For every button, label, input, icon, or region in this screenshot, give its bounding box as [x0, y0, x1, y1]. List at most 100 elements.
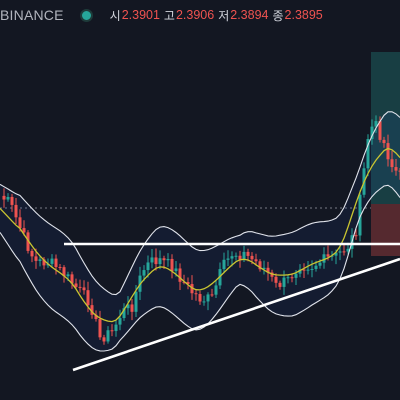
candle-body: [158, 258, 162, 265]
candle-body: [38, 259, 42, 261]
exchange-name[interactable]: BINANCE: [0, 7, 64, 23]
candle-body: [62, 267, 66, 277]
candle-body: [358, 194, 362, 236]
open-value: 2.3901: [121, 8, 160, 22]
candle-body: [274, 276, 278, 283]
candle-body: [234, 255, 238, 257]
candle-body: [42, 259, 46, 266]
candle-body: [394, 167, 398, 171]
candle-body: [134, 291, 138, 312]
candle-body: [174, 268, 178, 272]
candle-body: [214, 285, 218, 295]
candle-body: [202, 301, 206, 303]
candle-body: [82, 287, 86, 291]
candle-body: [338, 251, 342, 253]
candle-body: [90, 305, 94, 315]
close-value: 2.3895: [284, 8, 323, 22]
candle-body: [266, 267, 270, 273]
candle-body: [386, 143, 390, 160]
candle-body: [366, 139, 370, 169]
candle-body: [54, 258, 58, 267]
candle-body: [154, 257, 158, 265]
moving-average-line[interactable]: [0, 147, 400, 323]
high-label: 고: [163, 8, 175, 23]
high-value: 2.3906: [175, 8, 215, 22]
candle-body: [374, 121, 378, 127]
candle-body: [66, 274, 70, 277]
candle-body: [150, 257, 154, 263]
candle-body: [298, 269, 302, 274]
candle-body: [190, 284, 194, 294]
candle-body: [22, 228, 26, 233]
candle-body: [70, 274, 74, 284]
candle-body: [86, 290, 90, 306]
candle-body: [250, 255, 254, 260]
candle-body: [254, 259, 258, 262]
candle-body: [390, 159, 394, 168]
candle-body: [106, 330, 110, 342]
candle-body: [302, 269, 306, 271]
candle-body: [30, 250, 34, 257]
candle-body: [238, 255, 242, 260]
candle-body: [262, 267, 266, 270]
candle-body: [370, 126, 374, 140]
candle-body: [198, 294, 202, 302]
candle-body: [354, 235, 358, 237]
candle-body: [226, 258, 230, 260]
candle-body: [310, 268, 314, 270]
candle-body: [182, 281, 186, 283]
candle-body: [382, 139, 386, 144]
candle-body: [258, 261, 262, 270]
candle-body: [186, 282, 190, 285]
candle-body: [210, 294, 214, 296]
candle-body: [242, 251, 246, 260]
candle-body: [322, 254, 326, 263]
low-value: 2.3894: [230, 8, 269, 22]
candle-body: [146, 262, 150, 271]
candle-body: [378, 121, 382, 140]
candle-body: [78, 286, 82, 288]
bollinger-upper-band[interactable]: [0, 111, 400, 296]
candle-body: [58, 266, 62, 268]
ascending-trendline[interactable]: [72, 257, 400, 372]
candle-body: [286, 277, 290, 279]
candle-body: [102, 337, 106, 342]
candle-body: [74, 283, 78, 287]
candle-body: [2, 195, 6, 200]
candle-body: [318, 262, 322, 266]
symbol-legend[interactable]: BINANCE 시 2.3901 고 2.3906 저 2.3894 종 2.3…: [0, 0, 400, 30]
candle-body: [334, 252, 338, 256]
candle-body: [26, 232, 30, 251]
candle-body: [122, 308, 126, 319]
candle-body: [278, 282, 282, 287]
candle-body: [194, 293, 198, 295]
close-label: 종: [272, 8, 284, 23]
candle-body: [110, 330, 114, 332]
candle-body: [114, 324, 118, 332]
candle-body: [346, 248, 350, 252]
candle-body: [306, 269, 310, 271]
candle-body: [230, 256, 234, 259]
position-loss-zone[interactable]: [371, 204, 400, 256]
candle-body: [50, 258, 54, 264]
candle-body: [142, 270, 146, 276]
bollinger-band-fill: [0, 111, 400, 351]
candle-body: [178, 268, 182, 282]
candle-body: [10, 196, 14, 205]
candle-body: [282, 277, 286, 287]
candle-body: [314, 265, 318, 269]
candle-body: [14, 204, 18, 218]
candle-body: [94, 314, 98, 320]
candle-body: [126, 304, 130, 309]
candle-body: [18, 217, 22, 229]
candle-body: [162, 258, 166, 261]
candle-body: [98, 319, 102, 338]
candle-body: [34, 256, 38, 261]
candle-body: [118, 318, 122, 325]
candle-body: [130, 304, 134, 312]
candle-body: [206, 294, 210, 302]
bollinger-lower-band[interactable]: [0, 184, 400, 352]
candle-body: [166, 258, 170, 261]
